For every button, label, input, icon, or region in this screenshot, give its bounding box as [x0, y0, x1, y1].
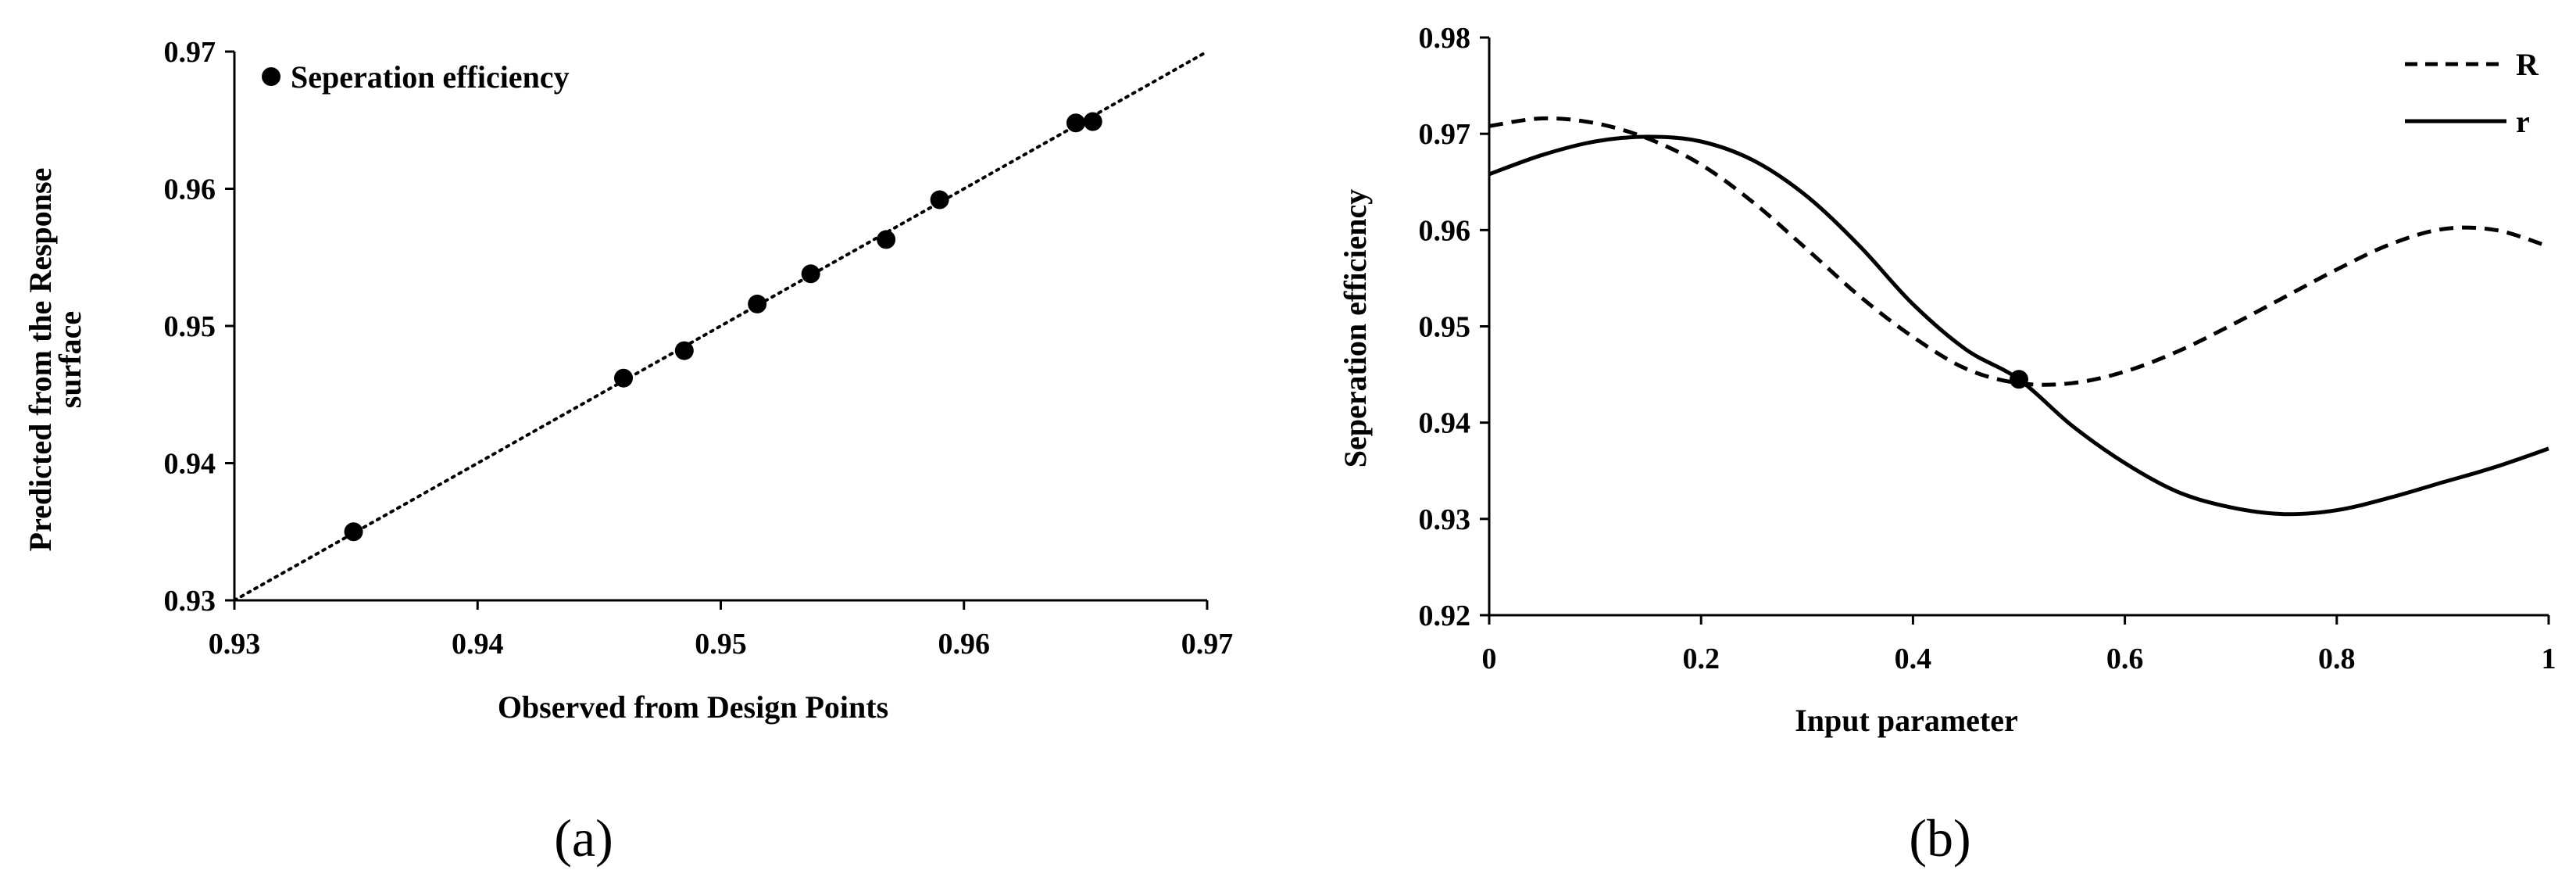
- series-line-R: [1488, 116, 2549, 387]
- line-y-tick-label: 0.94: [1419, 407, 1471, 440]
- line-x-tick-label: 1: [2542, 643, 2556, 675]
- scatter-point: [1083, 112, 1102, 131]
- scatter-x-tick-label: 0.97: [1181, 628, 1234, 661]
- intersection-marker: [2010, 370, 2028, 389]
- line-y-tick-label: 0.97: [1419, 118, 1471, 151]
- reference-line-path: [233, 50, 1209, 602]
- line-y-tick-label: 0.95: [1419, 311, 1471, 344]
- line-legend: R r: [2405, 47, 2539, 139]
- series-line-r: [1488, 134, 2549, 517]
- line-x-tick-label: 0.6: [2106, 643, 2144, 675]
- line-x-tick-label: 0.4: [1895, 643, 1932, 675]
- scatter-x-tick-label: 0.93: [209, 628, 261, 661]
- scatter-x-tick-label: 0.94: [452, 628, 504, 661]
- line-y-tick-labels: 0.92 0.93 0.94 0.95 0.96 0.97 0.98: [1419, 22, 1471, 632]
- line-chart-panel: 0 0.2 0.4 0.6 0.8 1 0.920.930.940.950.960.970…: [1338, 22, 2556, 868]
- line-y-tick-label: 0.98: [1419, 22, 1471, 55]
- scatter-point: [614, 368, 633, 388]
- scatter-legend-marker: [262, 67, 280, 86]
- scatter-legend: Seperation efficiency: [262, 59, 570, 95]
- scatter-y-tick-labels: 0.93 0.94 0.95 0.96 0.97: [164, 36, 216, 618]
- scatter-x-tick-label: 0.95: [695, 628, 747, 661]
- scatter-y-tick-label: 0.95: [164, 310, 216, 343]
- scatter-y-tick-label: 0.94: [164, 448, 216, 481]
- line-y-tick-label: 0.96: [1419, 214, 1471, 247]
- line-y-axis-title: Seperation efficiency: [1338, 189, 1373, 468]
- panel-label-a: (a): [554, 808, 613, 868]
- line-x-tick-label: 0.2: [1682, 643, 1720, 675]
- scatter-point: [1066, 113, 1085, 133]
- scatter-point: [930, 190, 949, 209]
- line-series: [1488, 116, 2549, 517]
- scatter-y-tick-label: 0.93: [164, 585, 216, 618]
- panel-label-b: (b): [1909, 808, 1970, 868]
- scatter-points: [344, 112, 1102, 542]
- line-y-tick-label: 0.92: [1419, 600, 1471, 632]
- scatter-x-tick-label: 0.96: [938, 628, 991, 661]
- line-x-tick-labels: 0 0.2 0.4 0.6 0.8 1: [1482, 643, 2556, 675]
- scatter-point: [748, 294, 767, 313]
- scatter-x-tick-labels: 0.93 0.94 0.95 0.96 0.97: [209, 628, 1234, 661]
- scatter-y-tick-label: 0.96: [164, 174, 216, 206]
- scatter-axes: [225, 50, 1209, 610]
- scatter-chart-panel: 0.93 0.94 0.95 0.96 0.97 0.930.940.950.960.9…: [23, 36, 1233, 868]
- scatter-legend-label: Seperation efficiency: [291, 59, 570, 95]
- line-y-tick-label: 0.93: [1419, 503, 1471, 536]
- identity-reference-line: [233, 50, 1209, 602]
- legend-label-R: R: [2516, 47, 2539, 82]
- line-x-tick-label: 0: [1482, 643, 1497, 675]
- line-x-axis-title: Input parameter: [1795, 703, 2018, 738]
- scatter-y-axis-title: Predicted from the Response surface: [23, 168, 88, 552]
- scatter-point: [674, 341, 694, 360]
- line-axes: [1480, 36, 2550, 625]
- scatter-y-axis-title-line-1: Predicted from the Response: [23, 168, 58, 552]
- scatter-point: [344, 522, 363, 542]
- scatter-point: [801, 264, 820, 284]
- scatter-x-axis-title: Observed from Design Points: [498, 689, 888, 725]
- scatter-point: [877, 230, 896, 249]
- line-x-tick-label: 0.8: [2318, 643, 2356, 675]
- scatter-y-axis-title-line-2: surface: [52, 311, 88, 408]
- line-markers: [2010, 370, 2028, 389]
- legend-label-r: r: [2516, 104, 2530, 139]
- scatter-y-tick-label: 0.97: [164, 36, 216, 69]
